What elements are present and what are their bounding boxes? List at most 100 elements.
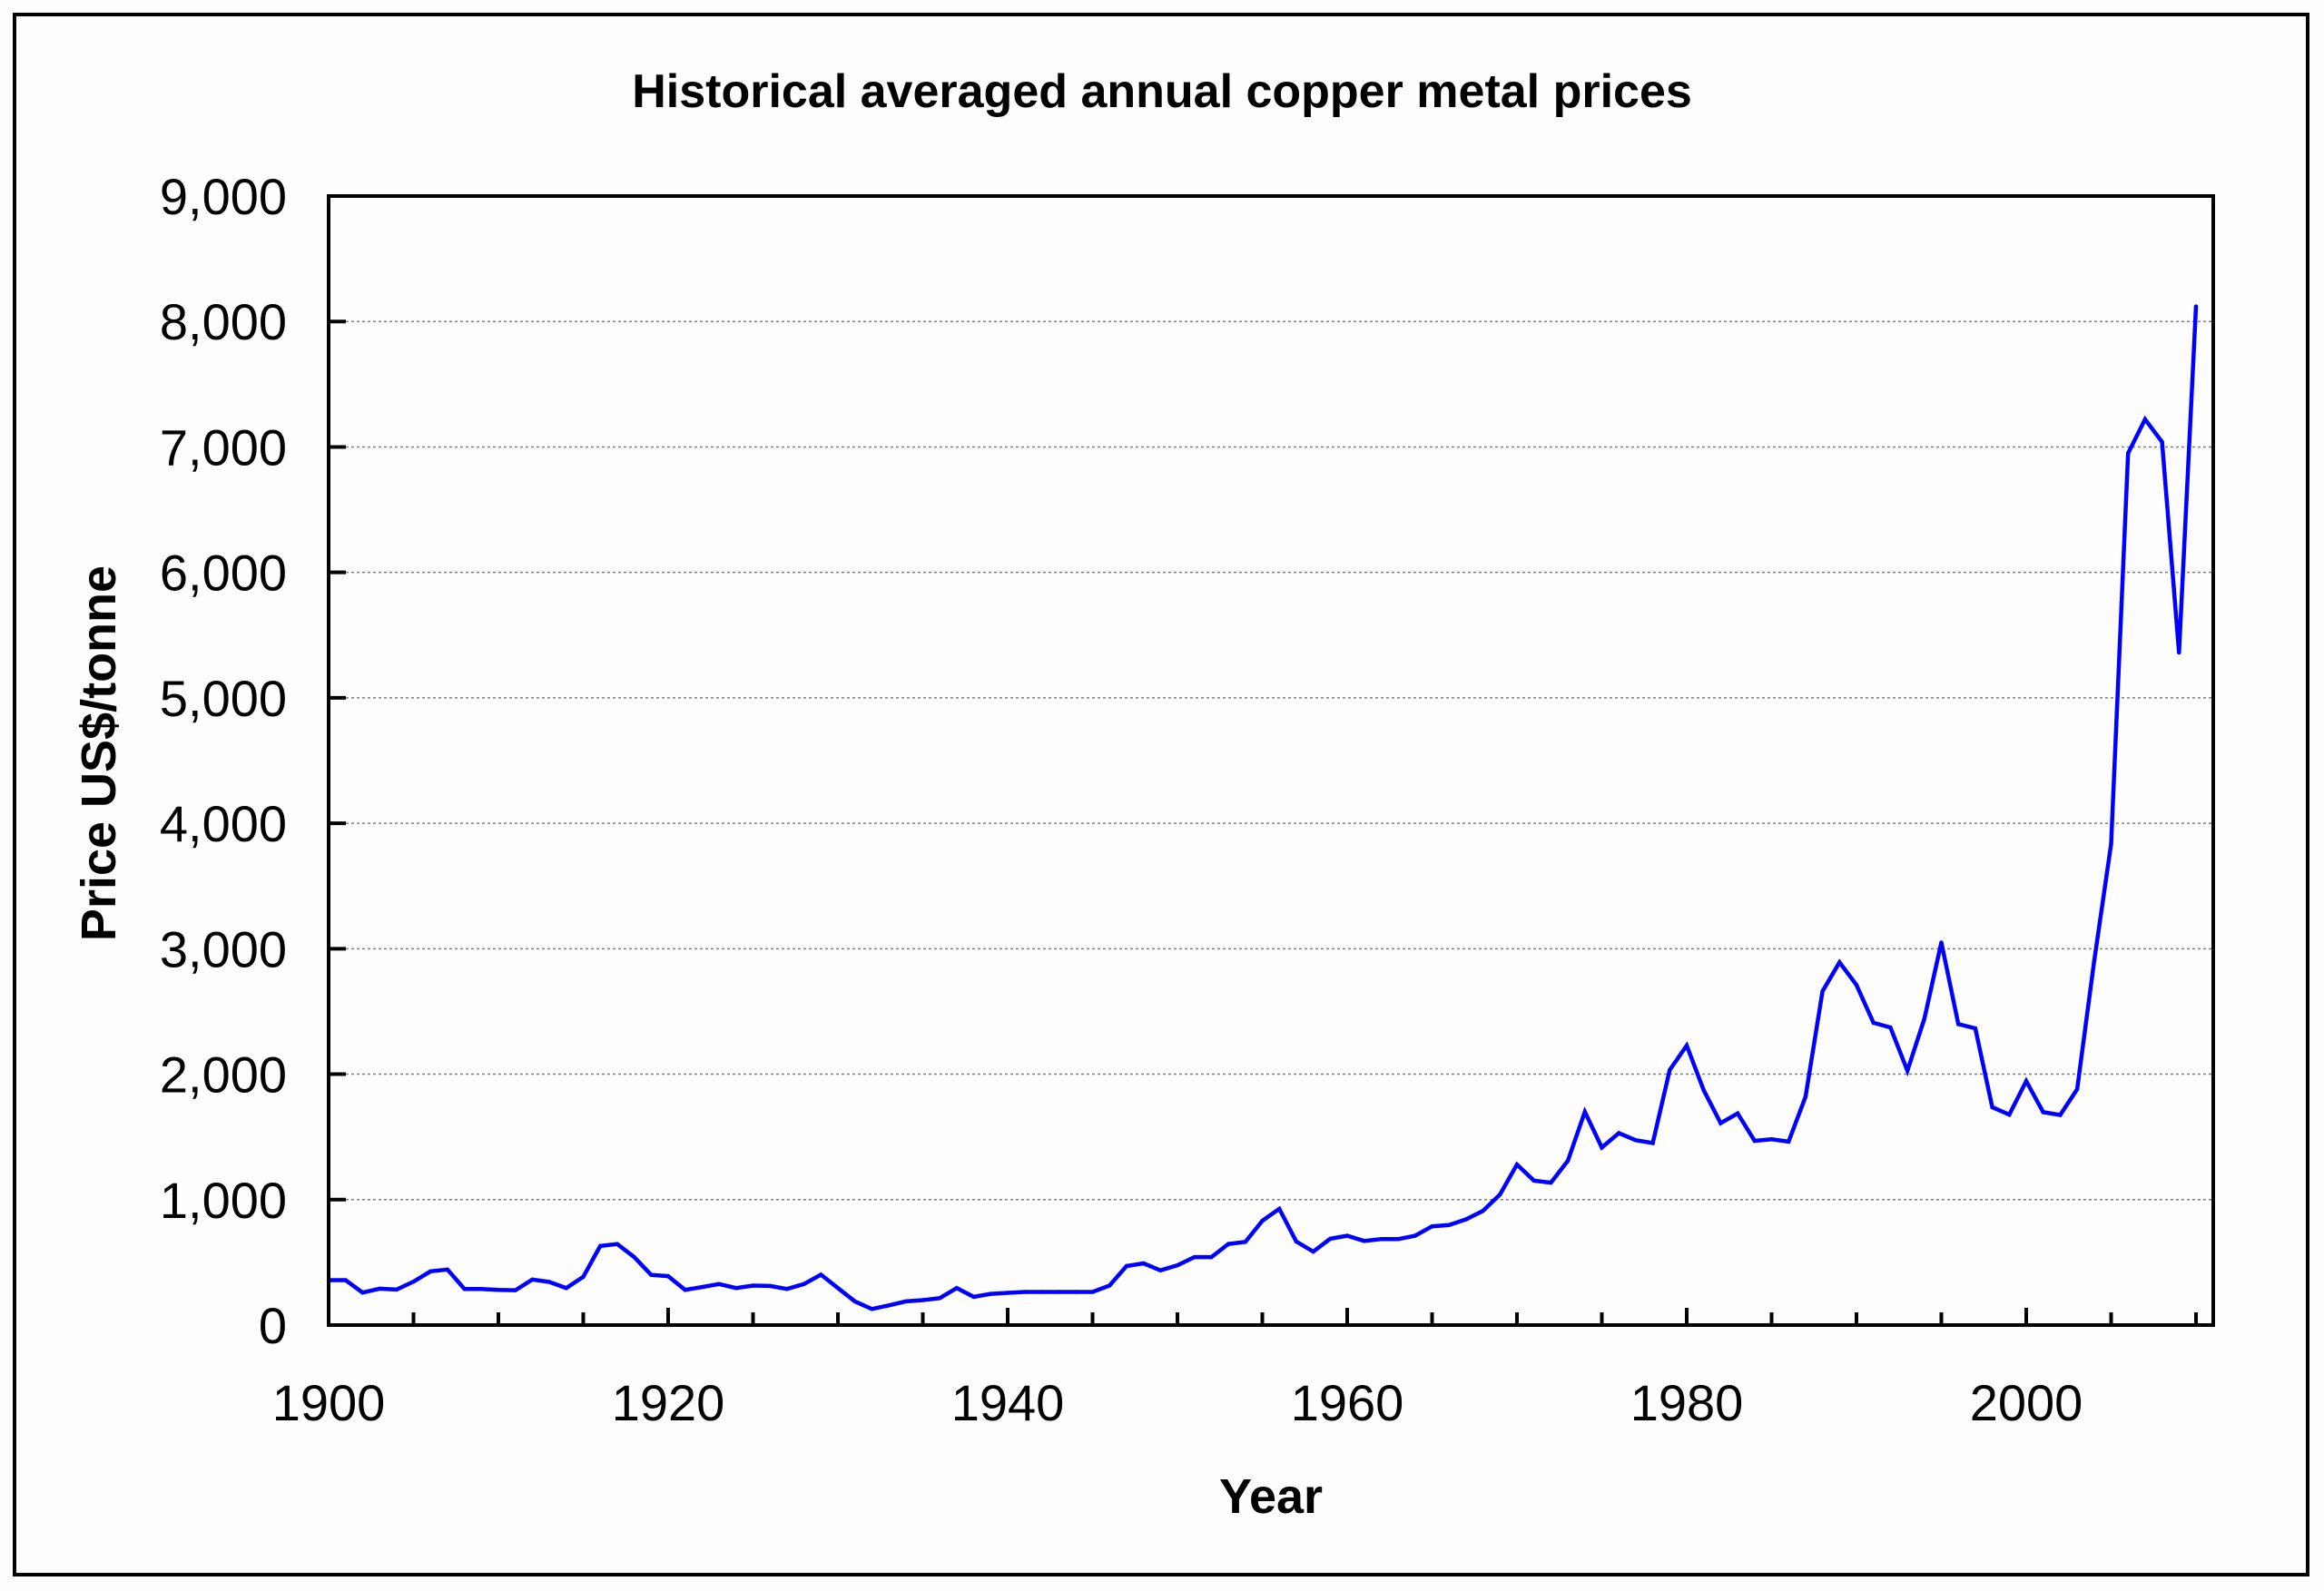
data-point (1990, 1105, 1994, 1110)
data-point (1209, 1254, 1214, 1260)
data-point (734, 1286, 738, 1291)
data-point (1430, 1224, 1434, 1229)
data-point (751, 1283, 755, 1288)
data-point (1735, 1111, 1740, 1116)
data-point (852, 1299, 857, 1304)
y-tick-labels: 0 1,000 2,000 3,000 4,000 5,000 6,000 7,000 8,00… (160, 168, 287, 1354)
data-point (1260, 1218, 1265, 1223)
data-point (496, 1288, 501, 1292)
data-point (462, 1287, 467, 1291)
data-point (1922, 1016, 1926, 1021)
data-point (802, 1282, 806, 1287)
data-point (1141, 1261, 1146, 1266)
y-tick-label: 7,000 (160, 418, 287, 476)
data-point (768, 1283, 773, 1289)
data-point (564, 1286, 568, 1291)
data-point (683, 1288, 687, 1292)
x-axis-title: Year (1219, 1469, 1323, 1524)
x-tick-label: 1980 (1630, 1374, 1744, 1431)
data-point (1787, 1139, 1791, 1144)
data-point (1463, 1217, 1469, 1222)
data-point (1803, 1095, 1808, 1099)
data-point (1090, 1290, 1095, 1294)
data-point (1871, 1020, 1876, 1026)
data-point (1158, 1268, 1163, 1272)
data-point (2074, 1086, 2080, 1092)
y-tick-label: 6,000 (160, 545, 287, 602)
data-point (903, 1299, 908, 1304)
data-point (2126, 451, 2131, 456)
data-point (1600, 1145, 1604, 1150)
data-point (835, 1286, 841, 1291)
data-point (513, 1288, 517, 1292)
data-point (1905, 1068, 1910, 1073)
y-tick-label: 9,000 (160, 168, 287, 225)
data-point (1005, 1291, 1010, 1295)
data-point (479, 1287, 484, 1291)
data-point (1073, 1290, 1078, 1294)
x-tick-label: 1920 (612, 1374, 725, 1431)
data-point (1226, 1242, 1231, 1246)
data-point (989, 1291, 993, 1296)
data-point (2160, 439, 2164, 445)
data-point (1395, 1237, 1401, 1242)
data-point (1022, 1290, 1027, 1294)
data-point (971, 1294, 976, 1300)
chart-frame (13, 13, 2309, 1576)
x-tick-label: 2000 (1970, 1374, 2083, 1431)
y-tick-label: 3,000 (160, 920, 287, 977)
data-point (1481, 1208, 1485, 1213)
data-point (2041, 1110, 2045, 1115)
data-point (1973, 1026, 1978, 1031)
data-point (1684, 1043, 1689, 1048)
data-point (784, 1287, 790, 1291)
data-point (598, 1243, 603, 1249)
data-point (2177, 650, 2181, 655)
data-point (1701, 1088, 1706, 1093)
series-layer (326, 304, 2199, 1311)
data-point (1531, 1178, 1536, 1183)
y-tick-label: 2,000 (160, 1046, 287, 1104)
x-tick-label: 1960 (1291, 1374, 1404, 1431)
data-point (1769, 1137, 1774, 1142)
data-point (615, 1242, 620, 1246)
data-point (1514, 1162, 1520, 1167)
data-point (1668, 1067, 1672, 1073)
data-point (1498, 1192, 1502, 1197)
data-point (2092, 959, 2096, 964)
ticks (329, 319, 2198, 1327)
data-point (2024, 1079, 2029, 1084)
data-point (1175, 1262, 1180, 1268)
data-point (428, 1269, 433, 1274)
data-point (1718, 1121, 1723, 1125)
data-point (716, 1282, 722, 1287)
data-point (1294, 1239, 1299, 1244)
data-point (377, 1286, 382, 1291)
data-point (2007, 1112, 2012, 1117)
data-point (394, 1287, 399, 1292)
y-tick-label: 8,000 (160, 293, 287, 350)
data-point (1192, 1254, 1196, 1260)
data-point (1650, 1141, 1655, 1145)
data-point (1854, 983, 1859, 987)
y-tick-label: 0 (259, 1297, 287, 1354)
data-point (2058, 1113, 2063, 1117)
data-point (1837, 960, 1842, 965)
gridlines (346, 320, 2213, 1201)
data-point (665, 1273, 671, 1279)
x-tick-label: 1940 (951, 1374, 1065, 1431)
data-point (360, 1291, 365, 1295)
data-point (1820, 989, 1825, 994)
data-point (1565, 1158, 1571, 1164)
data-point (1108, 1283, 1112, 1288)
data-point (581, 1274, 586, 1280)
data-point (954, 1286, 960, 1291)
y-tick-label: 4,000 (160, 795, 287, 852)
data-point (411, 1280, 416, 1284)
data-point (1582, 1109, 1588, 1115)
data-point (530, 1277, 535, 1282)
y-tick-label: 1,000 (160, 1172, 287, 1229)
data-point (1549, 1180, 1553, 1185)
data-point (1447, 1223, 1452, 1228)
data-point (2142, 417, 2148, 422)
